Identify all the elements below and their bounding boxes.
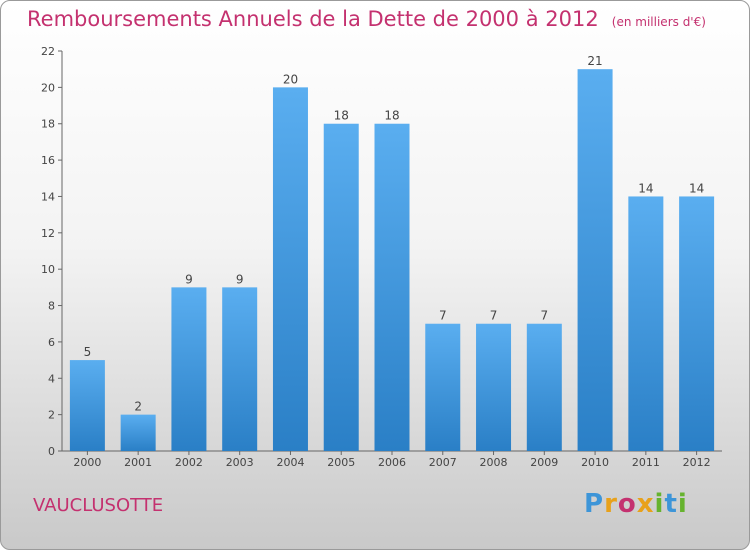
- y-tick-label: 8: [48, 300, 55, 313]
- bar-2007: [425, 323, 461, 451]
- x-tick-label: 2010: [581, 456, 609, 469]
- x-tick-label: 2003: [226, 456, 254, 469]
- data-label: 18: [384, 109, 399, 123]
- y-tick-label: 20: [41, 81, 55, 94]
- bar-2010: [577, 69, 613, 451]
- x-tick-label: 2001: [124, 456, 152, 469]
- logo-letter: i: [677, 489, 688, 519]
- x-tick-label: 2006: [378, 456, 406, 469]
- logo-letter: i: [654, 489, 665, 519]
- bar-2006: [374, 123, 410, 452]
- data-label: 14: [689, 181, 704, 195]
- y-tick-label: 4: [48, 372, 55, 385]
- bar-2005: [323, 123, 359, 452]
- logo-letter: x: [636, 489, 655, 519]
- data-label: 18: [334, 109, 349, 123]
- x-tick-label: 2004: [276, 456, 304, 469]
- chart-unit: (en milliers d'€): [611, 15, 706, 29]
- y-tick-label: 0: [48, 445, 55, 458]
- x-tick-label: 2011: [632, 456, 660, 469]
- x-tick-label: 2005: [327, 456, 355, 469]
- y-tick-label: 6: [48, 336, 55, 349]
- bar-2008: [476, 323, 512, 451]
- data-label: 7: [439, 309, 447, 323]
- bar-2003: [222, 287, 258, 451]
- logo-letter: r: [604, 489, 618, 519]
- chart-title: Remboursements Annuels de la Dette de 20…: [27, 7, 599, 31]
- y-tick-label: 18: [41, 118, 55, 131]
- data-label: 5: [84, 345, 92, 359]
- x-tick-label: 2000: [73, 456, 101, 469]
- data-label: 14: [638, 181, 653, 195]
- bar-2000: [69, 360, 105, 451]
- logo-letter: t: [664, 489, 678, 519]
- y-tick-label: 16: [41, 154, 55, 167]
- title-row: Remboursements Annuels de la Dette de 20…: [27, 7, 706, 31]
- y-tick-label: 14: [41, 190, 55, 203]
- bar-2009: [526, 323, 562, 451]
- data-label: 7: [490, 309, 498, 323]
- logo-letter: P: [584, 489, 605, 519]
- bar-2004: [272, 87, 308, 451]
- data-label: 2: [134, 400, 142, 414]
- logo-letter: o: [617, 489, 637, 519]
- x-tick-label: 2007: [429, 456, 457, 469]
- data-label: 20: [283, 72, 298, 86]
- x-tick-label: 2008: [480, 456, 508, 469]
- y-tick-label: 10: [41, 263, 55, 276]
- x-tick-label: 2012: [683, 456, 711, 469]
- proxiti-logo[interactable]: Proxiti: [584, 489, 688, 519]
- data-label: 9: [236, 272, 244, 286]
- y-tick-label: 2: [48, 409, 55, 422]
- x-tick-label: 2002: [175, 456, 203, 469]
- y-tick-label: 22: [41, 45, 55, 58]
- data-label: 7: [540, 309, 548, 323]
- data-label: 21: [587, 54, 602, 68]
- y-tick-label: 12: [41, 227, 55, 240]
- bar-2012: [679, 196, 715, 451]
- bar-2001: [120, 414, 156, 451]
- data-label: 9: [185, 272, 193, 286]
- place-name: VAUCLUSOTTE: [33, 495, 164, 516]
- bar-2011: [628, 196, 664, 451]
- x-tick-label: 2009: [530, 456, 558, 469]
- bar-2002: [171, 287, 207, 451]
